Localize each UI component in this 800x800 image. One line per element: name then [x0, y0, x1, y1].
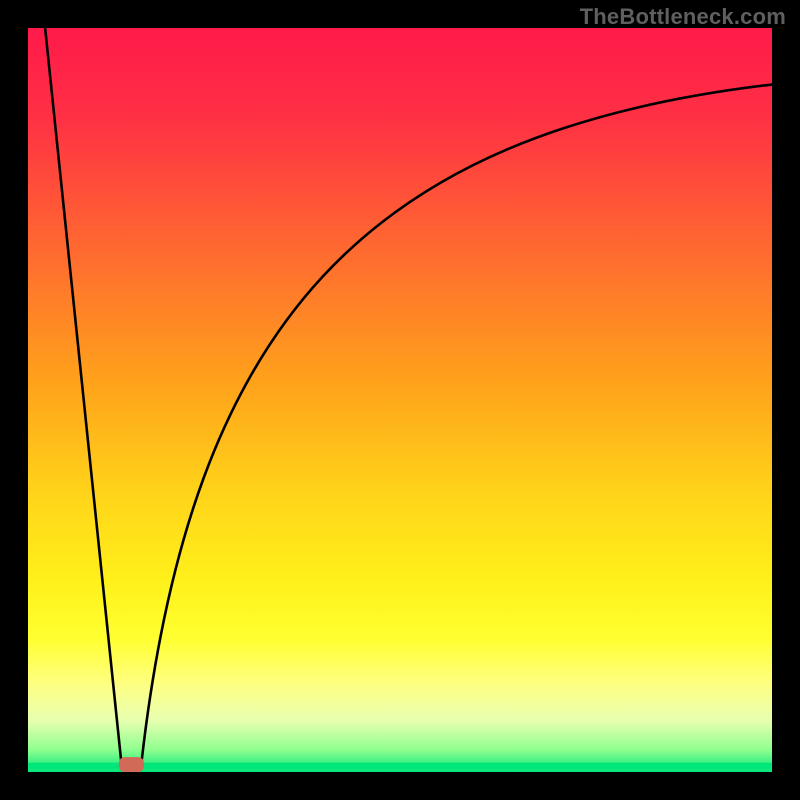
balance-marker — [119, 757, 144, 772]
watermark-text: TheBottleneck.com — [580, 4, 786, 30]
right-growth-curve — [142, 85, 772, 760]
curve-layer — [28, 28, 772, 772]
plot-area — [28, 28, 772, 772]
left-descent-line — [45, 28, 121, 759]
